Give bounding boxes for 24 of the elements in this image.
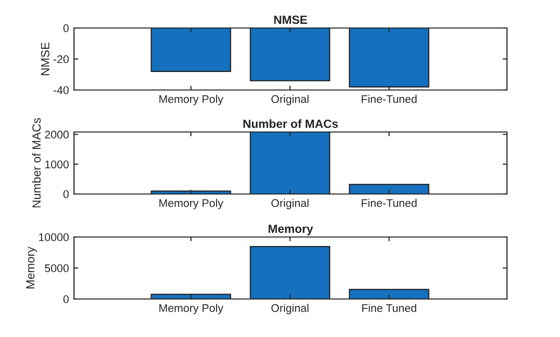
x-tick-label: Original (271, 198, 308, 210)
chart-title: NMSE (274, 16, 308, 24)
x-tick-label: Fine-Tuned (362, 198, 417, 208)
y-tick-label: 2000 (44, 130, 69, 139)
y-tick-label: 1000 (45, 160, 69, 168)
x-tick-label: Fine Tuned (362, 304, 416, 312)
y-tick-label: -40 (54, 86, 69, 94)
chart-title: Number of MACs (243, 119, 338, 128)
x-tick-label: Original (271, 94, 308, 106)
x-tick-label: Fine-Tuned (362, 94, 417, 104)
x-tick-label: Memory Poly (159, 198, 224, 210)
y-tick-label: 0 (63, 24, 69, 32)
y-tick-label: 0 (63, 295, 69, 304)
x-tick-label: Original (271, 304, 308, 314)
y-tick-label: 0 (63, 190, 69, 198)
chart-title: Memory (268, 224, 314, 236)
x-tick-label: Memory Poly (159, 94, 224, 106)
y-axis-title: NMSE (41, 42, 50, 76)
y-axis-title: Memory (26, 246, 37, 288)
y-tick-label: -20 (54, 55, 69, 64)
x-tick-label: Memory Poly (159, 304, 224, 314)
y-tick-label: 5000 (44, 264, 69, 272)
y-tick-label: 10000 (39, 233, 69, 242)
y-axis-title: Number of MACs (32, 118, 41, 208)
